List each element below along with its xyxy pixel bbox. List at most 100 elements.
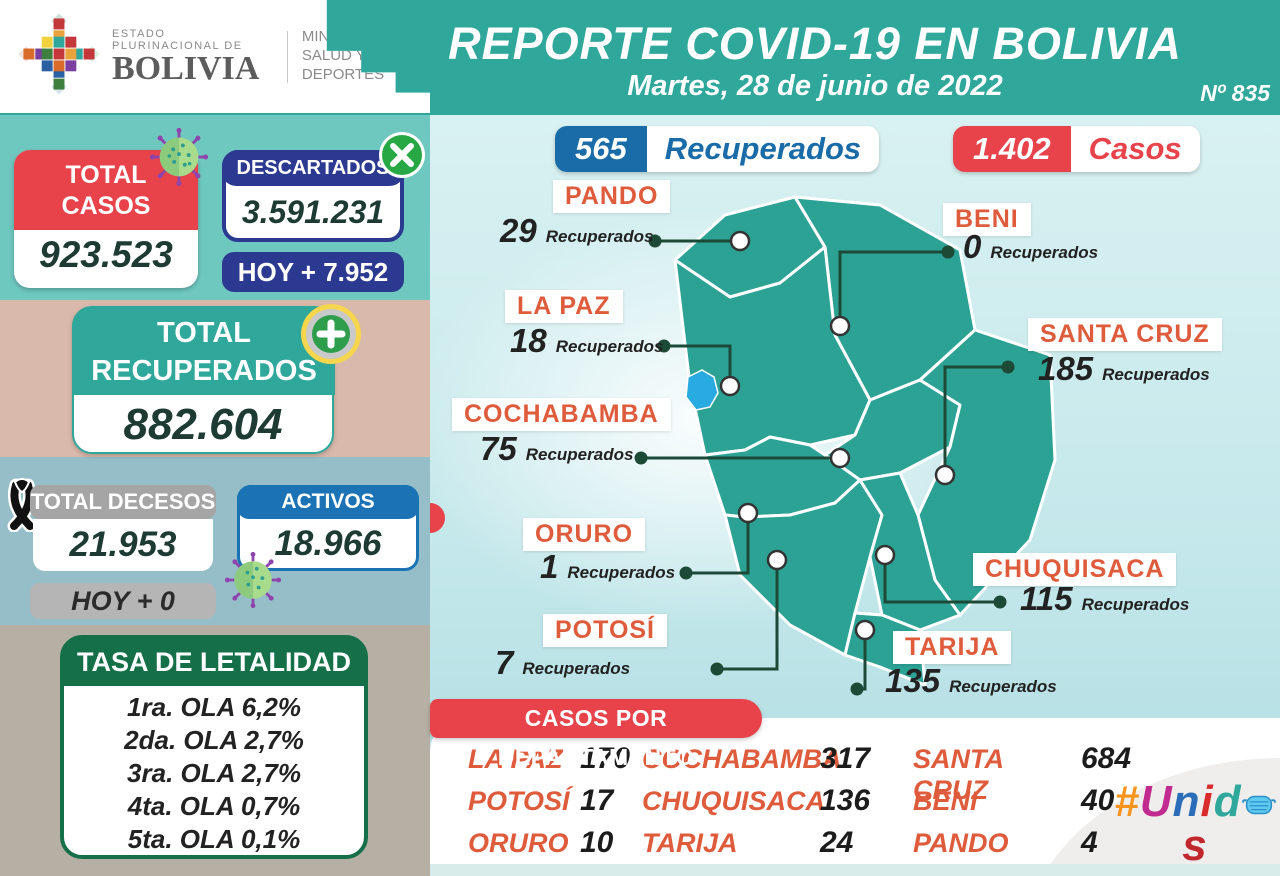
descartados-card: DESCARTADOS 3.591.231	[222, 150, 404, 242]
bolivia-chakana-logo-icon	[18, 13, 100, 100]
report-number: Nº 835	[1200, 80, 1270, 106]
map-label-cochabamba: COCHABAMBA	[452, 398, 671, 431]
descartados-header: DESCARTADOS	[222, 150, 404, 186]
letality-row: 2da. OLA 2,7%	[124, 725, 304, 755]
logo-text-block: ESTADO PLURINACIONAL DE BOLIVIA	[112, 28, 273, 86]
virus-icon	[149, 127, 209, 191]
cases-row: SANTA CRUZ 684	[913, 742, 1132, 805]
daily-recovered-pill: 565 Recuperados	[555, 126, 880, 172]
map-value-potosi: 7 Recuperados	[495, 644, 631, 681]
total-recovered-card: TOTAL RECUPERADOS 882.604	[72, 306, 335, 454]
callout-connectors	[641, 239, 1008, 691]
map-value-la-paz: 18 Recuperados	[510, 322, 664, 359]
map-label-oruro: ORURO	[523, 518, 646, 551]
cases-row: LA PAZ170	[468, 742, 630, 784]
map-label-potosi: POTOSÍ	[543, 614, 668, 647]
letality-rate-header: TASA DE LETALIDAD	[63, 638, 365, 686]
descartados-value: 3.591.231	[241, 194, 385, 230]
connector-chuquisaca	[883, 555, 1000, 604]
map-label-tarija: TARIJA	[893, 631, 1012, 664]
callout-endpoints	[634, 230, 1015, 696]
cases-row: ORURO 10	[468, 826, 614, 859]
map-label-pando: PANDO	[553, 180, 671, 213]
deaths-today-pill: HOY + 0	[30, 583, 216, 619]
marker-chuquisaca	[874, 544, 896, 566]
lake-titicaca	[685, 369, 719, 411]
cases-column-3: SANTA CRUZ 684 BENI 40 PANDO 4	[913, 742, 1131, 868]
map-label-beni: BENI	[943, 203, 1031, 236]
logo-estado-text: ESTADO PLURINACIONAL DE	[112, 27, 243, 52]
connector-beni	[838, 250, 948, 326]
bottom-strip	[430, 864, 1280, 876]
ministry-logo-banner: ESTADO PLURINACIONAL DE BOLIVIA MINISTER…	[0, 0, 430, 113]
connector-oruro	[686, 513, 750, 575]
bolivia-map	[634, 195, 1057, 696]
daily-cases-label: Casos	[1070, 126, 1200, 172]
unidos-contra-el-covid-logo: #Unids ContraElCovid	[1110, 780, 1280, 876]
descartados-today-pill: HOY + 7.952	[222, 252, 404, 292]
letality-row: 4ta. OLA 0,7%	[127, 791, 301, 821]
daily-recovered-label: Recuperados	[646, 126, 880, 172]
plus-circle-icon	[300, 303, 362, 370]
daily-cases-pill: 1.402 Casos	[953, 126, 1200, 172]
department-shapes	[673, 195, 1057, 687]
report-title: REPORTE COVID-19 EN BOLIVIA	[448, 18, 1182, 69]
logo-divider	[287, 30, 288, 83]
map-label-santa-cruz: SANTA CRUZ	[1028, 318, 1222, 351]
map-value-tarija: 135 Recuperados	[885, 662, 1057, 699]
cases-row: CHUQUISACA 136	[642, 784, 871, 817]
cases-by-department-title: CASOS POR DEPARTAMENTO	[430, 699, 762, 770]
logo-country-text: BOLIVIA	[112, 49, 260, 87]
cases-row: BENI 40	[913, 784, 1115, 817]
letality-row: 3ra. OLA 2,7%	[127, 758, 301, 788]
total-deaths-header: TOTAL DECESOS	[30, 485, 216, 519]
letality-row: 1ra. OLA 6,2%	[127, 692, 301, 722]
map-value-cochabamba: 75 Recuperados	[480, 430, 634, 467]
connector-potosi	[717, 560, 779, 671]
letality-row: 5ta. OLA 0,1%	[127, 824, 301, 854]
map-value-oruro: 1 Recuperados	[540, 548, 676, 585]
map-label-chuquisaca: CHUQUISACA	[973, 553, 1177, 586]
hashtag-glyph: #	[1114, 777, 1140, 826]
total-recovered-value: 882.604	[123, 400, 283, 449]
face-mask-icon	[1241, 777, 1276, 826]
total-cases-value: 923.523	[39, 234, 173, 275]
map-value-chuquisaca: 115 Recuperados	[1020, 580, 1190, 617]
marker-oruro	[737, 502, 759, 524]
total-deaths-value: 21.953	[33, 519, 213, 571]
daily-recovered-value: 565	[555, 126, 647, 172]
report-date: Martes, 28 de junio de 2022	[627, 70, 1003, 102]
mourning-ribbon-icon	[2, 478, 42, 537]
connector-la-paz	[664, 344, 732, 386]
marker-beni	[829, 315, 851, 337]
active-cases-card: ACTIVOS 18.966	[237, 485, 419, 571]
marker-la-paz	[719, 375, 741, 397]
virus-icon-2	[224, 551, 282, 613]
marker-potosi	[766, 549, 788, 571]
map-value-santa-cruz: 185 Recuperados	[1038, 350, 1210, 387]
active-cases-header: ACTIVOS	[237, 485, 419, 519]
marker-pando	[729, 230, 751, 252]
connector-santa-cruz	[943, 365, 1008, 475]
map-label-la-paz: LA PAZ	[505, 290, 623, 323]
map-value-pando: 29 Recuperados	[500, 212, 654, 249]
marker-santa-cruz	[934, 464, 956, 486]
letality-rate-rows: 1ra. OLA 6,2% 2da. OLA 2,7% 3ra. OLA 2,7…	[64, 691, 364, 856]
map-value-beni: 0 Recuperados	[963, 228, 1099, 265]
letality-rate-card: TASA DE LETALIDAD 1ra. OLA 6,2% 2da. OLA…	[60, 635, 368, 859]
total-recovered-header: TOTAL RECUPERADOS	[73, 307, 335, 395]
cases-row: PANDO 4	[913, 826, 1098, 859]
marker-tarija	[854, 619, 876, 641]
daily-cases-value: 1.402	[953, 126, 1071, 172]
cases-row: POTOSÍ 17	[468, 784, 614, 817]
decorative-red-tab	[430, 503, 445, 533]
cases-column-2: COCHABAMBA 317 CHUQUISACA 136 TARIJA 24	[642, 742, 870, 868]
x-check-icon	[378, 131, 426, 184]
cases-row: TARIJA 24	[642, 826, 854, 859]
active-cases-value: 18.966	[274, 524, 382, 563]
marker-cochabamba	[829, 447, 851, 469]
cases-row: COCHABAMBA 317	[642, 742, 871, 775]
